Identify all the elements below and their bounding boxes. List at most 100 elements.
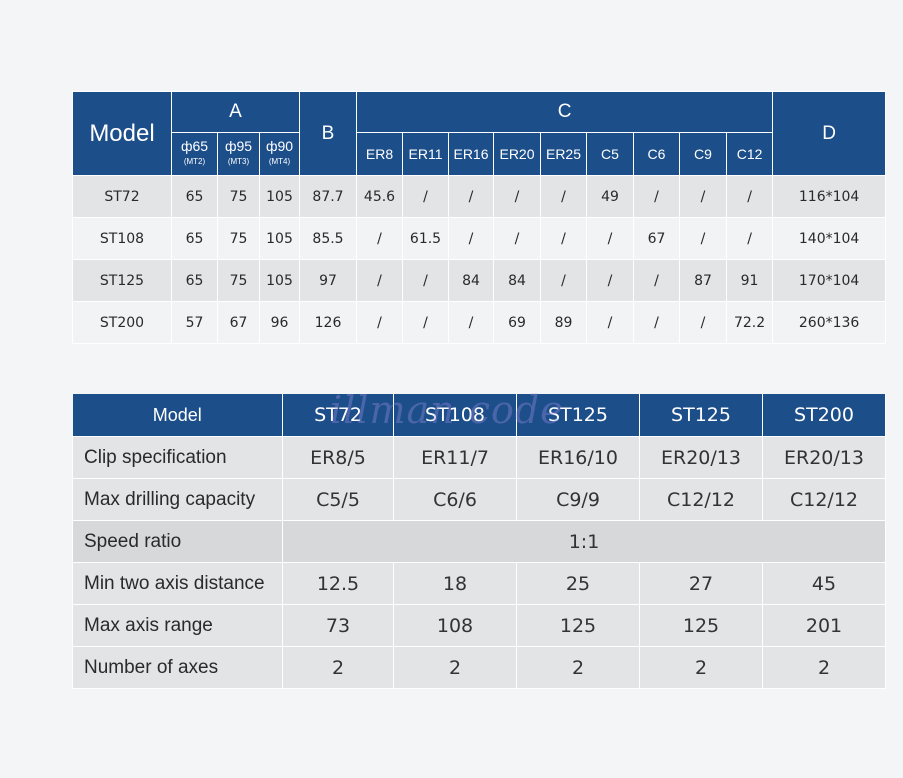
cell-value: C12/12 <box>762 478 886 521</box>
cell-value: ER20/13 <box>639 436 763 479</box>
cell-value: 125 <box>516 604 640 647</box>
header-c-col: ER20 <box>493 132 541 176</box>
row-label: Speed ratio <box>72 520 283 563</box>
cell-c: / <box>540 259 587 302</box>
cell-value: 18 <box>393 562 517 605</box>
table-row: Min two axis distance 12.5 18 25 27 45 <box>72 562 886 605</box>
cell-value: 12.5 <box>282 562 394 605</box>
cell-value: C9/9 <box>516 478 640 521</box>
cell-a: 105 <box>259 259 300 302</box>
header-model: Model <box>72 394 283 437</box>
cell-c: / <box>679 175 727 218</box>
cell-value: 73 <box>282 604 394 647</box>
header-c-col: ER8 <box>356 132 403 176</box>
cell-b: 85.5 <box>299 217 357 260</box>
a-col-size: ф65 <box>180 138 209 154</box>
cell-c: / <box>586 217 634 260</box>
cell-c: / <box>448 301 494 344</box>
a-col-size: ф90 <box>265 138 294 154</box>
cell-d: 140*104 <box>772 217 887 260</box>
cell-a: 67 <box>217 301 260 344</box>
cell-value: 201 <box>762 604 886 647</box>
cell-speed-ratio: 1:1 <box>282 520 886 563</box>
header-a-col: ф65 (MT2) <box>171 132 218 176</box>
header-a-col: ф90 (MT4) <box>259 132 300 176</box>
table-row: ST108 65 75 105 85.5 / 61.5 / / / / 67 /… <box>72 217 887 260</box>
header-model-col: ST125 <box>639 394 763 437</box>
cell-c: / <box>633 175 680 218</box>
cell-c: / <box>725 175 774 218</box>
cell-c: / <box>493 175 541 218</box>
cell-c: / <box>402 259 449 302</box>
table-row: ST200 57 67 96 126 / / / 69 89 / / / 72.… <box>72 301 887 344</box>
cell-c: 91 <box>725 259 774 302</box>
row-label: Max drilling capacity <box>72 478 283 521</box>
header-model-col: ST72 <box>282 394 394 437</box>
cell-value: 2 <box>393 646 517 689</box>
header-model-col: ST125 <box>516 394 640 437</box>
cell-a: 65 <box>171 175 218 218</box>
cell-c: / <box>725 217 774 260</box>
header-c-col: C5 <box>586 132 634 176</box>
cell-value: C5/5 <box>282 478 394 521</box>
cell-model: ST200 <box>72 301 172 344</box>
cell-a: 105 <box>259 217 300 260</box>
cell-value: 108 <box>393 604 517 647</box>
cell-value: 2 <box>516 646 640 689</box>
a-col-taper: (MT4) <box>268 157 291 166</box>
cell-c: 69 <box>493 301 541 344</box>
cell-value: 2 <box>282 646 394 689</box>
cell-c: / <box>586 301 634 344</box>
header-group-a: A <box>171 91 300 133</box>
table-row: Clip specification ER8/5 ER11/7 ER16/10 … <box>72 436 886 479</box>
cell-model: ST125 <box>72 259 172 302</box>
header-c-col: C6 <box>633 132 680 176</box>
table-row: ST72 65 75 105 87.7 45.6 / / / / 49 / / … <box>72 175 887 218</box>
cell-a: 65 <box>171 217 218 260</box>
table-row: Max drilling capacity C5/5 C6/6 C9/9 C12… <box>72 478 886 521</box>
cell-d: 116*104 <box>772 175 887 218</box>
header-group-c: C <box>355 91 774 133</box>
row-label: Min two axis distance <box>72 562 283 605</box>
cell-a: 105 <box>259 175 300 218</box>
row-label: Number of axes <box>72 646 283 689</box>
cell-c: 49 <box>586 175 634 218</box>
cell-value: 27 <box>639 562 763 605</box>
cell-c: 67 <box>633 217 680 260</box>
cell-b: 97 <box>299 259 357 302</box>
cell-c: 89 <box>540 301 587 344</box>
cell-value: C12/12 <box>639 478 763 521</box>
cell-d: 170*104 <box>772 259 887 302</box>
cell-c: / <box>586 259 634 302</box>
header-group-d: D <box>772 91 887 176</box>
cell-c: / <box>356 259 403 302</box>
cell-c: / <box>402 175 449 218</box>
table-row: Max axis range 73 108 125 125 201 <box>72 604 886 647</box>
cell-b: 87.7 <box>299 175 357 218</box>
cell-d: 260*136 <box>772 301 887 344</box>
cell-value: ER20/13 <box>762 436 886 479</box>
cell-c: / <box>540 175 587 218</box>
cell-a: 57 <box>171 301 218 344</box>
specs-table-capacity: Model ST72 ST108 ST125 ST125 ST200 Clip … <box>72 394 886 689</box>
cell-c: / <box>540 217 587 260</box>
cell-c: 84 <box>493 259 541 302</box>
cell-a: 96 <box>259 301 300 344</box>
header-c-col: C9 <box>679 132 727 176</box>
cell-a: 75 <box>217 217 260 260</box>
cell-value: 45 <box>762 562 886 605</box>
cell-c: / <box>493 217 541 260</box>
cell-value: 25 <box>516 562 640 605</box>
header-a-col: ф95 (MT3) <box>217 132 260 176</box>
cell-c: / <box>356 301 403 344</box>
cell-c: 72.2 <box>725 301 774 344</box>
header-model: Model <box>72 91 172 176</box>
cell-c: 87 <box>679 259 727 302</box>
specs-table-dimensions: Model A B C D ф65 (MT2) ф95 (MT3) ф90 (MT4)… <box>72 91 887 344</box>
cell-value: 2 <box>639 646 763 689</box>
cell-c: / <box>633 259 680 302</box>
cell-c: / <box>679 301 727 344</box>
cell-a: 65 <box>171 259 218 302</box>
cell-model: ST108 <box>72 217 172 260</box>
row-label: Max axis range <box>72 604 283 647</box>
